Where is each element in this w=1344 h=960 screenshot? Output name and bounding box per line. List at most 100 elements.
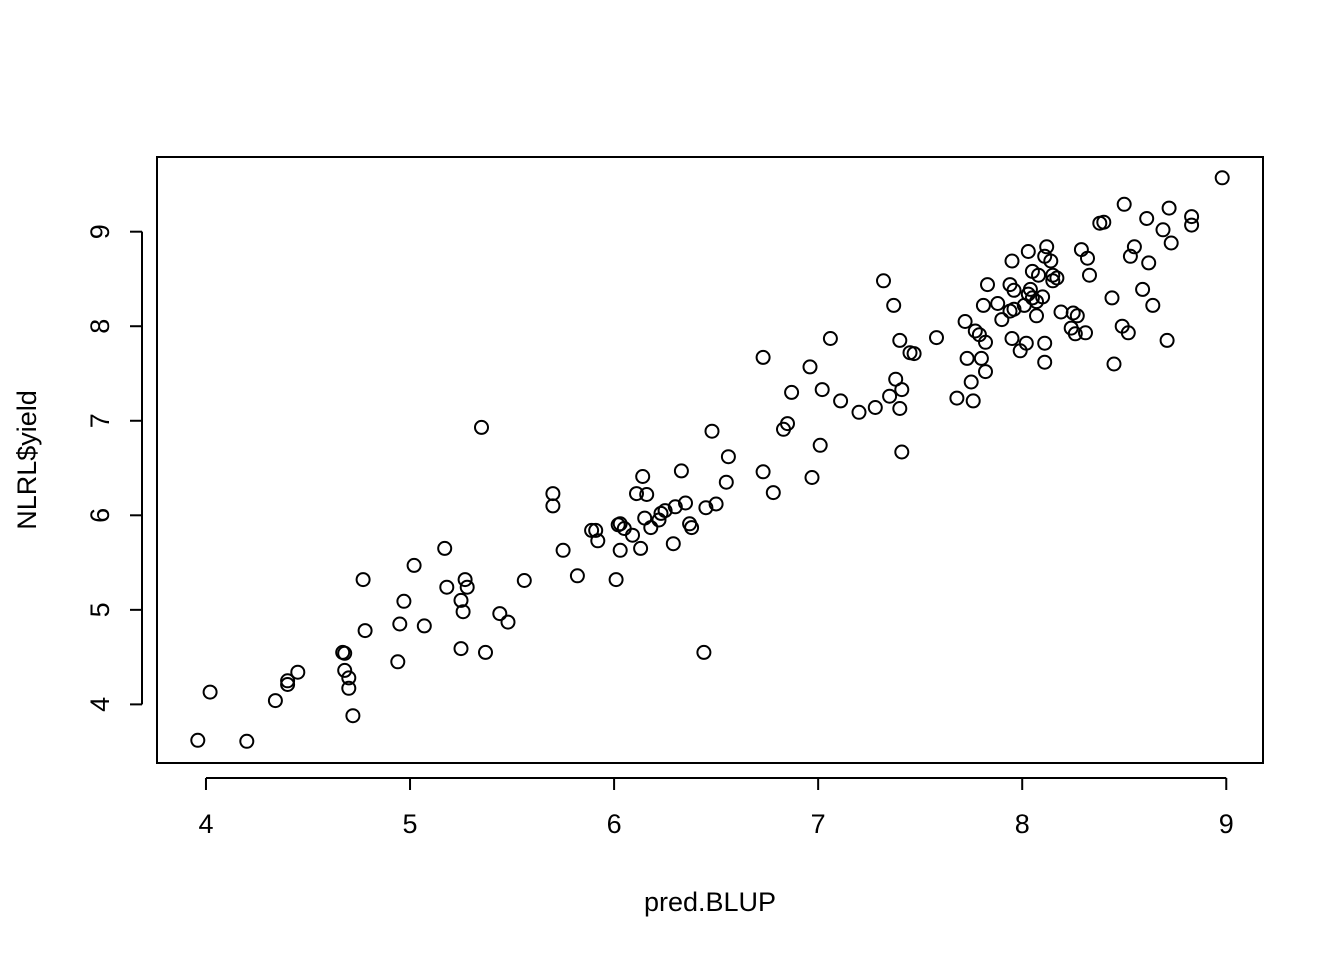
data-point [804, 470, 820, 485]
data-point [1004, 331, 1020, 346]
data-point [474, 419, 489, 435]
data-point [478, 644, 493, 660]
data-point [416, 618, 432, 634]
data-point [629, 486, 644, 502]
data-point [718, 474, 734, 490]
data-point [978, 364, 993, 380]
data-point [1078, 325, 1093, 341]
data-point [957, 314, 973, 329]
x-axis-title: pred.BLUP [644, 887, 776, 917]
data-point [280, 673, 296, 689]
data-point [1184, 209, 1200, 225]
data-point [906, 346, 922, 362]
data-point [1069, 308, 1085, 324]
data-point [492, 606, 508, 622]
data-point [959, 350, 975, 366]
data-point [963, 374, 979, 390]
data-point [608, 572, 624, 588]
x-tick-label: 4 [198, 809, 213, 839]
data-point [437, 540, 453, 556]
data-point [545, 498, 561, 514]
data-point [341, 670, 357, 686]
y-axis: 4 5 6 7 8 9 [85, 224, 143, 712]
data-point [459, 579, 475, 595]
x-tick-label: 6 [607, 809, 622, 839]
data-point [1145, 297, 1161, 313]
data-point [290, 664, 306, 680]
data-point [975, 297, 991, 313]
data-point [994, 312, 1010, 328]
data-point [1106, 356, 1122, 372]
x-tick-label: 7 [811, 809, 826, 839]
data-point [612, 542, 628, 558]
y-tick-label: 7 [85, 413, 115, 428]
data-point [439, 579, 455, 595]
data-point [1135, 281, 1151, 297]
data-point [1126, 239, 1142, 255]
data-point [673, 463, 689, 479]
data-point [708, 496, 724, 512]
data-point [357, 623, 373, 639]
data-point [345, 708, 361, 724]
data-point [765, 485, 781, 501]
data-point [812, 437, 828, 453]
data-point [516, 573, 532, 588]
data-point [1214, 170, 1230, 186]
data-point [1067, 326, 1083, 342]
data-point [814, 382, 830, 398]
data-point [1039, 239, 1055, 255]
data-point [657, 503, 673, 519]
data-point [892, 332, 908, 348]
data-point [882, 388, 898, 404]
data-point [1043, 253, 1059, 269]
data-point [455, 604, 471, 620]
data-point [1082, 267, 1097, 283]
data-point [569, 568, 585, 584]
data-point [355, 572, 371, 588]
data-point [780, 416, 795, 432]
data-point [990, 296, 1006, 311]
data-point [590, 533, 606, 549]
data-point [1053, 304, 1069, 320]
data-point [396, 593, 412, 609]
data-point [406, 557, 422, 573]
data-point [978, 334, 993, 350]
data-point [635, 469, 651, 484]
data-point [833, 393, 849, 409]
data-point [696, 644, 712, 660]
data-point [337, 662, 353, 678]
data-point [1020, 244, 1036, 259]
data-point [1122, 248, 1138, 264]
data-point [337, 645, 353, 661]
data-point [665, 536, 681, 552]
data-point [267, 693, 283, 709]
data-point [643, 520, 659, 536]
data-point [392, 616, 408, 632]
data-point [612, 516, 628, 532]
data-point [1006, 282, 1022, 298]
data-point [667, 499, 683, 515]
data-point [555, 542, 571, 558]
data-point [867, 400, 883, 415]
data-point [341, 680, 357, 696]
y-tick-label: 6 [85, 508, 115, 523]
data-point [390, 654, 406, 670]
y-axis-title: NLRL$yield [12, 390, 42, 530]
data-point [1104, 290, 1120, 306]
data-point [453, 641, 469, 657]
data-point [190, 732, 206, 748]
data-point [1037, 335, 1053, 351]
data-point [453, 592, 469, 608]
data-point [588, 522, 604, 538]
data-point [1161, 200, 1177, 216]
data-point [892, 401, 908, 416]
data-point [1116, 196, 1132, 212]
data-point [1035, 289, 1051, 305]
data-point [886, 297, 902, 313]
data-point [967, 323, 983, 339]
data-point [1004, 253, 1020, 269]
data-point [1022, 281, 1038, 297]
data-point [1037, 354, 1053, 370]
data-point [1184, 217, 1200, 233]
